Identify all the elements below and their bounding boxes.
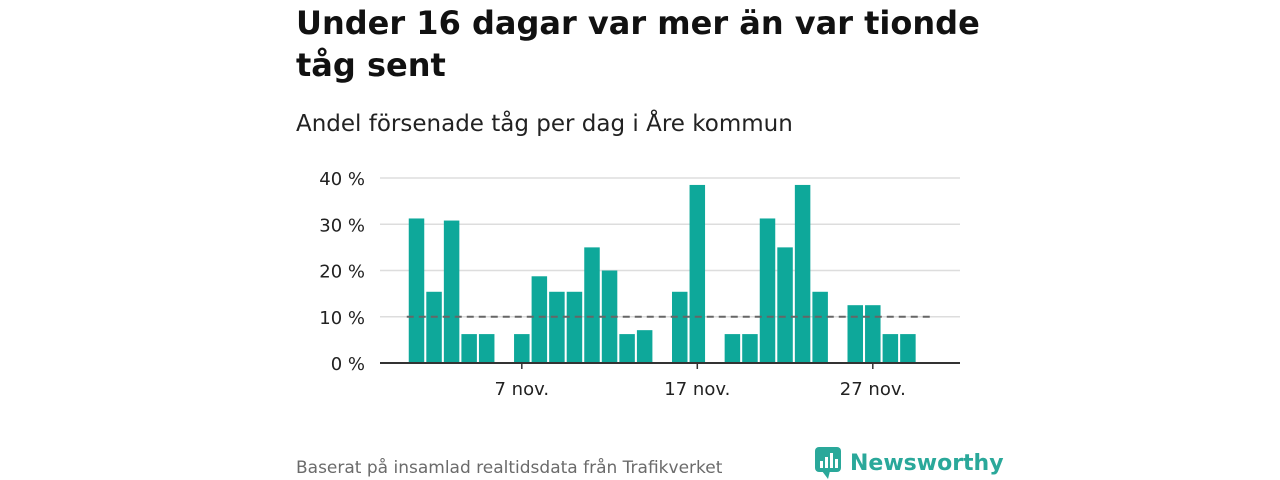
grid-lines [380,177,960,318]
y-tick-label: 0 % [331,354,365,375]
y-tick-label: 30 % [319,215,365,236]
bar [865,305,881,363]
chart-bubble-icon [815,447,841,479]
chart-title: Under 16 dagar var mer än var tionde tåg… [296,4,980,84]
y-axis-ticks: 0 % 10 % 20 % 30 % 40 % [319,169,365,375]
bar [900,334,916,363]
newsworthy-logo: Newsworthy [814,446,1004,480]
bar [777,247,793,363]
x-tick-label: 7 nov. [495,379,550,400]
bar [742,334,758,363]
bar [619,334,635,363]
bar [549,291,565,363]
bar [531,276,548,363]
bar [759,218,776,363]
bar [812,291,828,363]
bar [566,291,583,363]
y-tick-label: 40 % [319,169,365,190]
source-note: Baserat på insamlad realtidsdata från Tr… [296,458,723,478]
bar [584,247,600,363]
bar [847,305,863,363]
bar [514,334,530,363]
y-tick-label: 10 % [319,308,365,329]
brand-name: Newsworthy [850,450,1004,476]
chart-subtitle: Andel försenade tåg per dag i Åre kommun [296,111,793,137]
bar [794,184,811,363]
bar [408,218,425,363]
bar [724,334,741,363]
y-tick-label: 20 % [319,262,365,283]
x-axis-ticks: 7 nov. 17 nov. 27 nov. [495,363,906,400]
bar [478,334,495,363]
bar [882,334,899,363]
bar [672,291,688,363]
bar [689,184,706,363]
bar [636,330,653,363]
bars [408,184,916,363]
bar-chart: 0 % 10 % 20 % 30 % 40 % 7 nov. 17 nov. 27 nov. [319,169,960,400]
bar [443,220,460,363]
x-tick-label: 27 nov. [840,379,906,400]
x-tick-label: 17 nov. [664,379,730,400]
bar [601,270,618,363]
bar [461,334,477,363]
bar [426,291,442,363]
